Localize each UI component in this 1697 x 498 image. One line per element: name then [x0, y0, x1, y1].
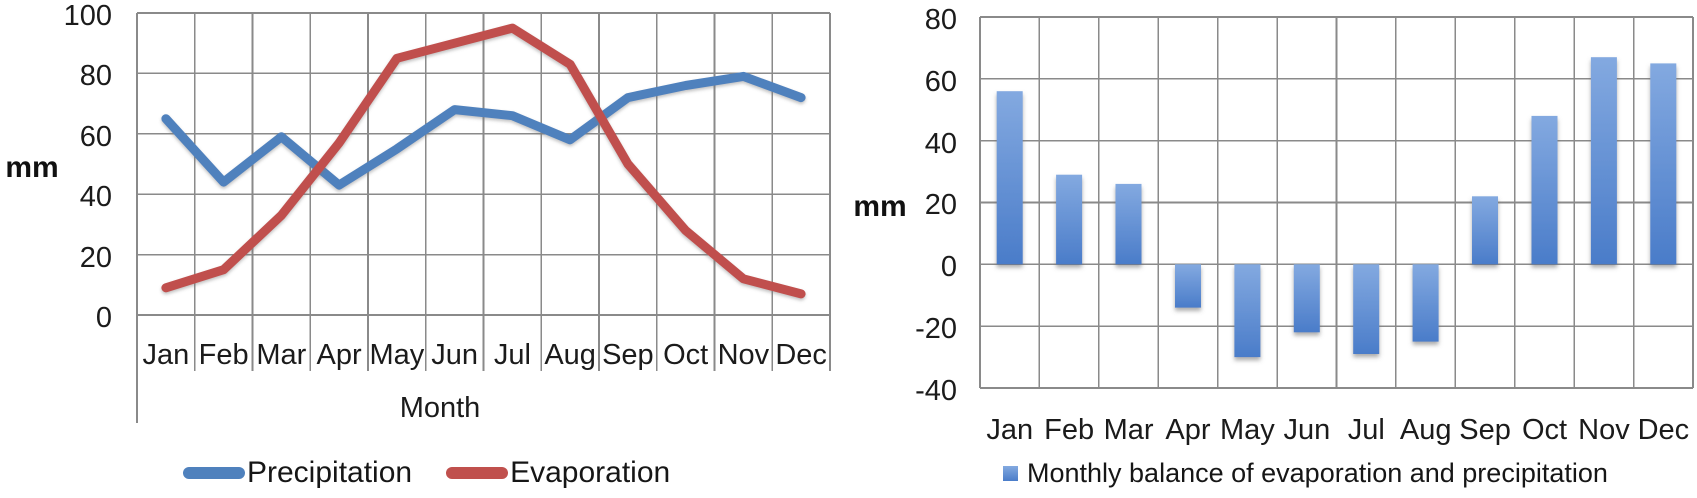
right-month-tick-label: May: [1220, 414, 1275, 446]
left-month-tick-label: Oct: [663, 339, 709, 371]
precipitation-line: [161, 71, 806, 190]
gridlines: [979, 16, 1694, 389]
left-month-tick-label: Aug: [544, 339, 596, 371]
line-chart-legend: Precipitation Evaporation: [183, 456, 670, 490]
bar-chart-plot-area: [979, 16, 1694, 389]
evaporation-line: [161, 23, 806, 299]
right-y-tick-label: -40: [915, 375, 957, 407]
left-month-axis: Jan Feb Mar Apr May Jun Jul Aug Sep Oct Nov Dec: [137, 338, 830, 372]
right-month-tick-label: Dec: [1637, 414, 1690, 446]
legend-item-monthly-balance: [1003, 465, 1018, 481]
balance-bar-nov: [1590, 57, 1617, 265]
bar-chart-legend: Monthly balance of evaporation and preci…: [1003, 458, 1608, 488]
right-month-tick-label: Jul: [1347, 414, 1385, 446]
left-month-tick-label: Apr: [316, 339, 362, 371]
balance-bar-oct: [1531, 115, 1558, 265]
right-y-tick-label: -20: [915, 313, 957, 345]
balance-bar-may: [1234, 264, 1261, 358]
left-month-tick-label: Sep: [602, 339, 654, 371]
left-y-tick-label: 80: [79, 60, 112, 92]
left-y-tick-label: 40: [79, 181, 112, 213]
legend-item-precipitation: Precipitation: [183, 456, 412, 490]
right-y-tick-label: 60: [924, 66, 957, 98]
right-month-tick-label: Sep: [1459, 414, 1511, 446]
evaporation-legend-label: Evaporation: [510, 456, 671, 489]
balance-bar-swatch-icon: [1003, 465, 1018, 481]
left-month-tick-label: Jun: [431, 339, 478, 371]
left-y-axis-unit: mm: [5, 151, 59, 184]
balance-bar-mar: [1115, 183, 1142, 265]
right-y-tick-label: 0: [940, 251, 957, 283]
right-month-tick-label: Jan: [986, 414, 1034, 446]
evaporation-line-swatch-icon: [446, 467, 509, 479]
left-month-tick-label: Jan: [142, 339, 190, 371]
precipitation-legend-label: Precipitation: [247, 456, 413, 489]
precipitation-line-swatch-icon: [183, 467, 245, 479]
left-month-tick-label: Dec: [775, 339, 827, 371]
balance-bar-jun: [1293, 264, 1320, 333]
balance-bar-feb: [1056, 174, 1083, 265]
left-month-tick-label: Nov: [717, 339, 770, 371]
left-y-tick-label: 60: [79, 121, 112, 153]
right-y-tick-label: 80: [924, 4, 957, 36]
left-x-axis-title: Month: [399, 392, 481, 424]
line-chart-plot-area: [136, 12, 831, 423]
right-month-tick-label: Nov: [1578, 414, 1630, 446]
left-month-tick-label: May: [369, 339, 425, 371]
left-month-tick-label: Mar: [256, 339, 307, 371]
right-y-tick-label: 20: [924, 189, 957, 221]
balance-bar-dec: [1650, 63, 1677, 265]
right-month-tick-label: Apr: [1165, 414, 1211, 446]
legend-item-evaporation: Evaporation: [446, 456, 670, 490]
left-month-tick-label: Jul: [493, 339, 531, 371]
right-month-axis: Jan Feb Mar Apr May Jun Jul Aug Sep Oct Nov Dec: [980, 413, 1693, 447]
balance-legend-label: Monthly balance of evaporation and preci…: [1027, 458, 1608, 488]
balance-bar-aug: [1412, 264, 1439, 342]
right-month-tick-label: Feb: [1044, 414, 1095, 446]
left-y-tick-label: 20: [79, 242, 112, 274]
left-y-tick-label: 100: [63, 0, 112, 32]
right-y-axis-unit: mm: [853, 190, 907, 223]
right-y-tick-label: 40: [924, 128, 957, 160]
balance-bar-jul: [1353, 264, 1380, 354]
balance-bar-sep: [1472, 196, 1498, 265]
balance-bars: [996, 57, 1677, 358]
left-y-tick-label: 0: [95, 302, 112, 334]
right-month-tick-label: Jun: [1283, 414, 1331, 446]
right-month-tick-label: Oct: [1521, 414, 1568, 446]
balance-bar-apr: [1175, 264, 1201, 308]
right-month-tick-label: Mar: [1103, 414, 1154, 446]
right-month-tick-label: Aug: [1399, 414, 1452, 446]
balance-bar-jan: [996, 91, 1023, 265]
left-month-tick-label: Feb: [198, 339, 249, 371]
